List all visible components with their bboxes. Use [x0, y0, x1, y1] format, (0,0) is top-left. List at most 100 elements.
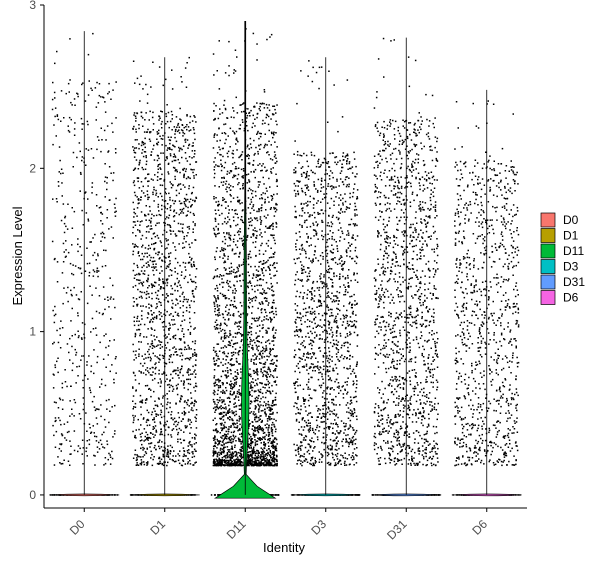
data-point — [247, 444, 250, 446]
data-point — [169, 139, 172, 142]
data-point — [248, 111, 251, 114]
data-point — [158, 277, 160, 280]
data-point — [213, 74, 215, 76]
data-point — [106, 217, 108, 219]
data-point — [174, 283, 176, 286]
data-point — [180, 286, 182, 289]
data-point — [71, 244, 73, 246]
data-point — [170, 417, 173, 420]
data-point — [259, 274, 261, 276]
data-point — [275, 329, 277, 331]
data-point — [69, 79, 71, 81]
data-point — [134, 354, 137, 356]
data-point — [85, 164, 87, 166]
data-point — [219, 283, 221, 286]
data-point — [213, 134, 216, 136]
data-point — [237, 268, 239, 270]
data-point — [214, 133, 216, 135]
data-point — [231, 452, 234, 454]
data-point — [182, 418, 184, 420]
data-point — [229, 314, 232, 316]
data-point — [223, 104, 225, 106]
data-point — [255, 420, 257, 423]
data-point — [258, 427, 261, 429]
data-point — [255, 357, 257, 359]
data-point — [159, 240, 162, 242]
data-point — [178, 243, 180, 245]
data-point — [176, 388, 178, 390]
data-point — [275, 392, 277, 395]
data-point — [252, 241, 254, 244]
data-point — [98, 139, 100, 141]
data-point — [86, 361, 88, 363]
data-point — [213, 393, 216, 396]
data-point — [155, 269, 158, 271]
data-point — [270, 170, 272, 173]
data-point — [104, 265, 107, 267]
data-point — [256, 382, 258, 385]
data-point — [217, 203, 220, 206]
data-point — [271, 307, 274, 309]
data-point — [156, 462, 159, 465]
data-point — [253, 106, 255, 108]
data-point — [71, 104, 73, 106]
data-point — [158, 445, 160, 448]
data-point — [238, 233, 240, 236]
data-point — [67, 203, 69, 205]
data-point — [254, 320, 256, 322]
data-point — [260, 404, 262, 406]
data-point — [272, 413, 274, 415]
data-point — [96, 205, 98, 207]
data-point — [235, 426, 237, 429]
data-point — [70, 453, 72, 455]
data-point — [143, 273, 146, 275]
data-point — [134, 402, 137, 405]
data-point — [55, 198, 58, 200]
data-point — [156, 404, 158, 407]
data-point — [146, 226, 148, 228]
data-point — [246, 182, 248, 184]
data-point — [195, 461, 197, 463]
data-point — [176, 170, 178, 173]
data-point — [261, 451, 264, 453]
data-point — [54, 115, 56, 118]
data-point — [235, 137, 238, 139]
data-point — [135, 131, 137, 133]
data-point — [255, 332, 257, 334]
data-point — [140, 115, 143, 118]
data-point — [266, 144, 268, 146]
data-point — [183, 167, 185, 170]
data-point — [169, 229, 171, 232]
data-point — [212, 358, 215, 360]
data-point — [218, 454, 221, 456]
data-point — [246, 321, 249, 324]
data-point — [224, 464, 227, 466]
data-point — [227, 155, 229, 158]
data-point — [148, 254, 151, 257]
data-point — [217, 327, 219, 330]
data-point — [262, 192, 264, 194]
data-point — [256, 336, 258, 339]
data-point — [266, 359, 268, 361]
data-point — [215, 408, 217, 411]
data-point — [74, 348, 76, 351]
data-point — [145, 262, 148, 264]
data-point — [218, 232, 220, 234]
data-point — [275, 132, 277, 134]
data-point — [273, 206, 275, 209]
data-point — [195, 434, 197, 437]
data-point — [223, 414, 225, 417]
data-point — [231, 460, 233, 463]
data-point — [141, 220, 143, 222]
data-point — [220, 452, 223, 454]
data-point — [139, 273, 141, 276]
data-point — [225, 222, 228, 225]
data-point — [256, 427, 259, 429]
data-point — [143, 264, 145, 267]
data-point — [271, 460, 274, 462]
data-point — [105, 399, 108, 402]
data-point — [269, 410, 272, 412]
data-point — [253, 457, 255, 459]
data-point — [158, 210, 160, 212]
data-point — [255, 440, 257, 442]
